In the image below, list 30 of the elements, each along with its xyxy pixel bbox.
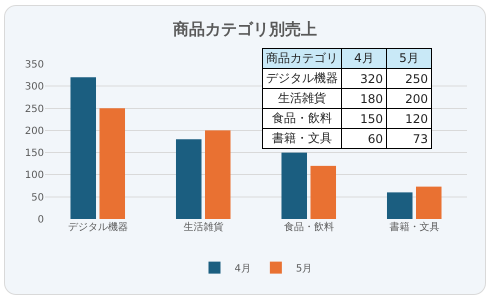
text: 4月	[354, 51, 374, 65]
chart-title: 商品カテゴリ別売上	[172, 19, 317, 38]
legend-label: 4月	[234, 264, 251, 274]
annotation: 200	[386, 88, 432, 108]
legend-label: 5月	[296, 264, 312, 274]
annotation: 120	[386, 108, 432, 128]
category-label: 食品・飲料	[272, 111, 332, 125]
y-tick-label: 300	[24, 82, 44, 93]
annotation: 180	[342, 88, 386, 108]
annotation: 商品カテゴリ	[262, 48, 342, 68]
x-tick-label: デジタル機器	[68, 221, 128, 233]
category-label: 書籍・文具	[272, 131, 332, 145]
annotation: 250	[386, 68, 432, 88]
text: 5月	[399, 51, 419, 65]
y-tick-label: 100	[24, 170, 44, 182]
category-label: 生活雑貨	[278, 91, 326, 105]
x-tick-label: 食品・飲料	[284, 221, 334, 233]
y-tick-label: 200	[24, 126, 44, 137]
y-tick-label: 0	[38, 214, 44, 226]
y-tick-label: 250	[24, 104, 44, 115]
annotation: 150	[342, 108, 386, 128]
x-tick-label: 書籍・文具	[389, 221, 440, 233]
x-tick-label: 生活雑貨	[183, 221, 224, 233]
annotation: 73	[386, 128, 432, 148]
y-tick-label: 150	[24, 148, 44, 160]
category-label: デジタル機器	[266, 71, 338, 85]
annotation: 320	[342, 68, 386, 88]
y-tick-label: 50	[31, 192, 44, 204]
y-tick-label: 350	[24, 60, 44, 70]
annotation: 60	[342, 128, 386, 148]
